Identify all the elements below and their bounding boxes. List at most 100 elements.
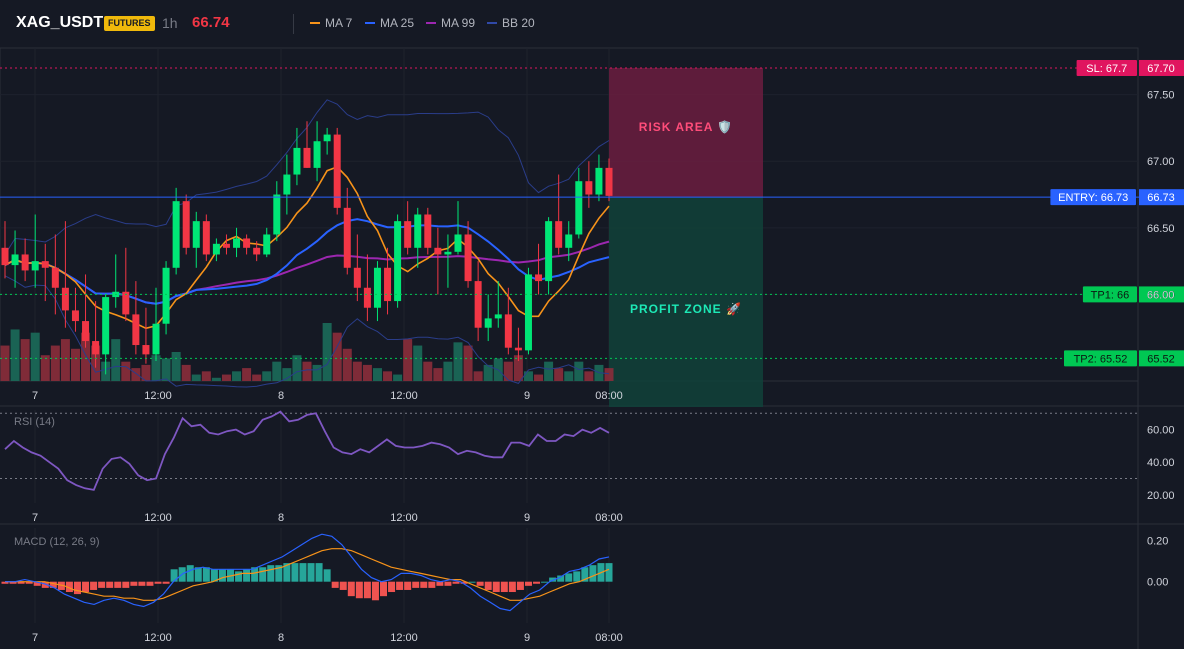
candle-body bbox=[454, 234, 462, 252]
volume-bar bbox=[584, 371, 594, 381]
volume-bar bbox=[534, 374, 544, 381]
time-tick-rsi: 8 bbox=[278, 512, 284, 524]
macd-hist-bar bbox=[500, 581, 508, 593]
candle-body bbox=[243, 238, 251, 248]
legend-ma7[interactable]: MA 7 bbox=[310, 16, 352, 30]
rsi-tick: 40.00 bbox=[1147, 457, 1175, 469]
volume-bar bbox=[50, 345, 60, 381]
time-tick-macd: 7 bbox=[32, 632, 38, 644]
legend-ma25[interactable]: MA 25 bbox=[365, 16, 414, 30]
candle-body bbox=[233, 238, 241, 248]
candle-body bbox=[152, 323, 160, 355]
ma7-swatch bbox=[310, 22, 320, 24]
macd-hist-bar bbox=[218, 569, 226, 582]
rsi-tick: 20.00 bbox=[1147, 490, 1175, 502]
symbol-name[interactable]: XAG_USDT bbox=[16, 14, 104, 31]
volume-bar bbox=[111, 339, 121, 381]
legend-ma25-label: MA 25 bbox=[380, 16, 415, 30]
volume-bar bbox=[131, 368, 141, 381]
macd-hist-bar bbox=[106, 581, 114, 588]
macd-hist-bar bbox=[581, 567, 589, 582]
macd-hist-bar bbox=[33, 581, 41, 586]
legend-bb20[interactable]: BB 20 bbox=[487, 16, 535, 30]
macd-hist-bar bbox=[114, 581, 122, 588]
candle-body bbox=[212, 243, 220, 255]
candle-body bbox=[11, 254, 19, 266]
legend-ma7-label: MA 7 bbox=[325, 16, 353, 30]
macd-hist-bar bbox=[420, 581, 428, 588]
time-tick-rsi: 08:00 bbox=[595, 512, 623, 524]
candle-body bbox=[434, 247, 442, 255]
level-axis-text-sl: 67.70 bbox=[1147, 63, 1175, 75]
macd-hist-bar bbox=[235, 571, 243, 582]
volume-bar bbox=[483, 364, 493, 381]
candle-body bbox=[575, 181, 583, 235]
macd-hist-bar bbox=[380, 581, 388, 597]
macd-tick: 0.00 bbox=[1147, 577, 1168, 589]
level-tag-entry bbox=[1050, 189, 1136, 206]
rsi-panel: RSI (14) 60.00 40.00 20.00 bbox=[0, 410, 1175, 502]
time-tick-macd: 12:00 bbox=[144, 632, 172, 644]
macd-hist-bar bbox=[170, 569, 178, 582]
macd-signal-line bbox=[5, 548, 610, 601]
candle-body bbox=[384, 267, 392, 302]
macd-hist-bar bbox=[331, 581, 339, 588]
candle-body bbox=[535, 274, 543, 282]
time-tick-main: 12:00 bbox=[144, 390, 172, 402]
volume-bar bbox=[544, 361, 554, 381]
bb20-swatch bbox=[487, 22, 497, 24]
time-tick-macd: 12:00 bbox=[390, 632, 418, 644]
timeframe-label[interactable]: 1h bbox=[162, 15, 178, 31]
candle-body bbox=[102, 297, 110, 355]
volume-bar bbox=[362, 364, 372, 381]
legend-ma99-label: MA 99 bbox=[441, 16, 476, 30]
time-tick-rsi: 9 bbox=[524, 512, 530, 524]
candle-body bbox=[41, 261, 49, 268]
level-tag-sl bbox=[1076, 59, 1137, 76]
candle-body bbox=[353, 267, 361, 288]
candle-body bbox=[253, 247, 261, 255]
macd-hist-bar bbox=[1, 581, 9, 584]
macd-hist-bar bbox=[259, 567, 267, 582]
volume-bar bbox=[211, 377, 221, 381]
candle-body bbox=[424, 214, 432, 248]
volume-bar bbox=[252, 374, 262, 381]
candle-body bbox=[61, 287, 69, 311]
legend-ma99[interactable]: MA 99 bbox=[426, 16, 475, 30]
candle-body bbox=[132, 314, 140, 346]
macd-hist-bar bbox=[533, 581, 541, 584]
macd-hist-bar bbox=[90, 581, 98, 590]
candle-body bbox=[82, 321, 90, 342]
candle-body bbox=[373, 267, 381, 308]
macd-hist-bar bbox=[428, 581, 436, 588]
candle-body bbox=[494, 314, 502, 319]
time-tick-main: 12:00 bbox=[390, 390, 418, 402]
volume-bar bbox=[302, 361, 312, 381]
time-tick-main: 9 bbox=[524, 390, 530, 402]
macd-hist-bar bbox=[291, 563, 299, 582]
candle-body bbox=[605, 167, 613, 196]
candle-body bbox=[273, 194, 281, 235]
macd-hist-bar bbox=[57, 581, 65, 590]
macd-hist-bar bbox=[98, 581, 106, 588]
candle-body bbox=[142, 345, 150, 355]
grid-lines bbox=[0, 47, 1184, 649]
volume-bar bbox=[453, 342, 463, 381]
time-tick-macd: 8 bbox=[278, 632, 284, 644]
trade-zones: RISK AREA 🛡️ PROFIT ZONE 🚀 bbox=[609, 67, 763, 407]
candle-body bbox=[474, 281, 482, 328]
price-tick: 67.00 bbox=[1147, 156, 1175, 168]
candle-body bbox=[545, 221, 553, 282]
candle-body bbox=[1, 247, 9, 266]
volume-bar bbox=[423, 361, 433, 381]
volume-bar bbox=[292, 355, 302, 381]
volume-bar bbox=[121, 361, 131, 381]
level-tag-text-tp1: TP1: 66 bbox=[1091, 289, 1130, 301]
volume-bar bbox=[352, 361, 362, 381]
macd-hist-bar bbox=[436, 581, 444, 586]
macd-hist-bar bbox=[492, 581, 500, 593]
volume-bar bbox=[342, 348, 352, 381]
volume-bar bbox=[604, 368, 614, 381]
candle-body bbox=[71, 310, 79, 322]
